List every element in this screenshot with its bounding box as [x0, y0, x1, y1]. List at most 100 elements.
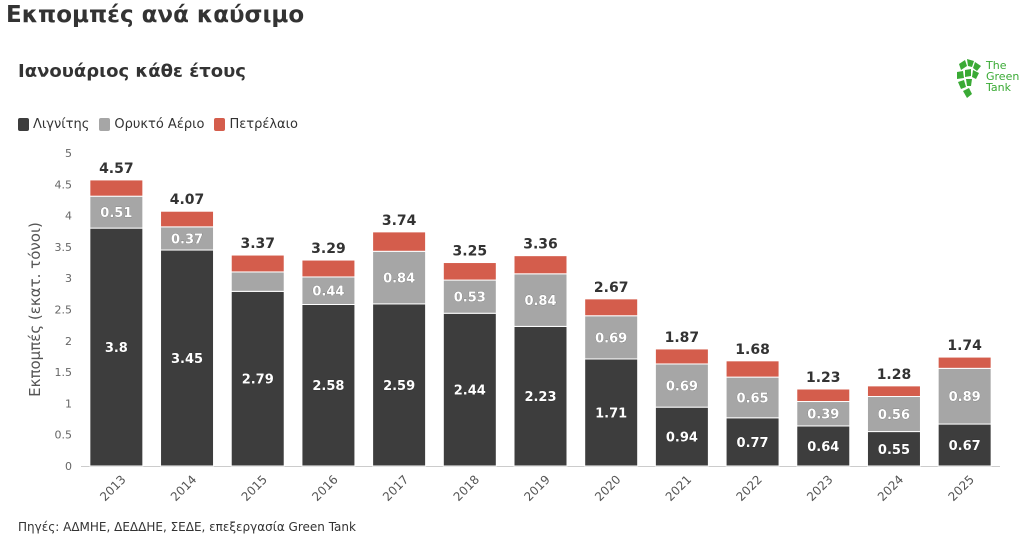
y-tick-label: 1 [65, 397, 72, 410]
bar-segment-1 [654, 363, 709, 408]
data-label: 2.23 [524, 390, 556, 405]
data-label: 0.53 [454, 291, 486, 306]
bar-segment-1 [230, 271, 285, 292]
bar-segment-0 [160, 249, 215, 467]
bar-segment-1 [89, 195, 144, 229]
x-tick-label: 2020 [592, 472, 623, 503]
y-tick-label: 0.5 [55, 429, 73, 442]
bar-segment-2 [89, 179, 144, 197]
data-label: 0.69 [595, 331, 627, 346]
bar-segment-2 [513, 255, 568, 275]
bar-segment-2 [442, 262, 497, 281]
data-label: 0.39 [807, 408, 839, 423]
data-label: 0.56 [878, 408, 910, 423]
globe-leaf-icon [957, 59, 981, 98]
legend-item-lignite[interactable]: Λιγνίτης [18, 117, 89, 132]
y-tick-label: 3.5 [55, 241, 73, 254]
y-axis-title: Εκπομπές (εκατ. τόνοι) [26, 222, 44, 397]
logo-text-line: The [986, 59, 1007, 72]
x-tick-label: 2016 [309, 472, 340, 503]
data-label: 2.58 [312, 379, 344, 394]
total-label: 1.28 [877, 367, 912, 383]
y-tick-label: 2 [65, 335, 72, 348]
data-label: 0.67 [949, 439, 981, 454]
data-label: 0.77 [737, 436, 769, 451]
data-label: 0.84 [383, 272, 415, 287]
y-tick-label: 1.5 [55, 366, 73, 379]
bar-segment-2 [796, 388, 851, 403]
bar-segment-1 [866, 396, 921, 433]
data-label: 2.59 [383, 379, 415, 394]
x-tick-label: 2018 [451, 472, 482, 503]
page-title: Εκπομπές ανά καύσιμο [6, 2, 305, 28]
data-label: 3.8 [105, 341, 128, 356]
source-note: Πηγές: ΑΔΜΗΕ, ΔΕΔΔΗΕ, ΣΕΔΕ, επεξεργασία … [18, 520, 356, 534]
data-label: 1.71 [595, 406, 627, 421]
bar-segment-0 [937, 423, 992, 467]
x-tick-label: 2015 [239, 472, 270, 503]
legend-label-natural-gas: Ορυκτό Αέριο [114, 117, 205, 132]
bar-segment-2 [230, 254, 285, 273]
bar-segment-2 [937, 356, 992, 369]
total-label: 1.68 [735, 342, 770, 358]
total-label: 2.67 [594, 280, 629, 296]
data-label: 2.79 [242, 373, 274, 388]
y-tick-label: 4.5 [55, 178, 73, 191]
data-label: 0.94 [666, 431, 698, 446]
bar-segment-2 [584, 298, 639, 317]
legend-swatch-lignite [18, 118, 29, 131]
bar-segment-0 [230, 290, 285, 467]
total-label: 4.07 [170, 192, 205, 208]
bar-segment-1 [937, 367, 992, 425]
data-label: 0.64 [807, 440, 839, 455]
data-label: 0.37 [171, 232, 203, 247]
total-label: 3.25 [453, 244, 488, 260]
bar-segment-0 [372, 303, 427, 467]
y-tick-label: 5 [65, 147, 72, 160]
total-label: 1.23 [806, 370, 841, 386]
bar-segment-1 [725, 376, 780, 419]
bar-segment-2 [725, 360, 780, 378]
y-tick-label: 3 [65, 272, 72, 285]
total-label: 3.36 [523, 237, 558, 253]
logo-text-line: Tank [986, 81, 1011, 94]
y-tick-label: 0 [65, 460, 72, 473]
bar-segment-0 [725, 417, 780, 467]
bar-segment-2 [160, 210, 215, 228]
bar-segment-1 [796, 401, 851, 427]
total-label: 3.37 [240, 236, 275, 252]
total-label: 3.74 [382, 213, 417, 229]
bar-segment-0 [654, 406, 709, 467]
bar-segment-1 [442, 279, 497, 314]
bar-segment-0 [584, 358, 639, 467]
bar-segment-2 [654, 348, 709, 365]
data-label: 0.69 [666, 380, 698, 395]
legend-swatch-natural-gas [99, 118, 111, 131]
logo-text-line: Green [986, 70, 1020, 83]
green-tank-logo: The Green Tank [955, 58, 1019, 100]
x-tick-label: 2021 [663, 472, 694, 503]
bar-segment-0 [442, 312, 497, 467]
logo-text: The Green Tank [986, 60, 1019, 93]
legend-swatch-oil [214, 118, 226, 131]
x-tick-label: 2023 [804, 472, 835, 503]
data-label: 3.45 [171, 352, 203, 367]
data-label: 0.84 [524, 294, 556, 309]
legend-label-oil: Πετρέλαιο [229, 117, 298, 132]
total-label: 4.57 [99, 161, 134, 177]
total-label: 1.74 [947, 338, 982, 354]
chart-subtitle: Ιανουάριος κάθε έτους [18, 61, 246, 82]
bar-segment-0 [513, 325, 568, 467]
bar-segment-2 [301, 259, 356, 278]
legend-item-oil[interactable]: Πετρέλαιο [214, 117, 298, 132]
data-label: 0.89 [949, 390, 981, 405]
bar-segment-0 [89, 227, 144, 467]
data-label: 0.65 [737, 391, 769, 406]
x-tick-label: 2013 [97, 472, 128, 503]
total-label: 3.29 [311, 241, 346, 257]
bar-segment-2 [372, 231, 427, 252]
x-tick-label: 2022 [733, 472, 764, 503]
legend-item-natural-gas[interactable]: Ορυκτό Αέριο [99, 117, 204, 132]
x-tick-label: 2017 [380, 472, 411, 503]
